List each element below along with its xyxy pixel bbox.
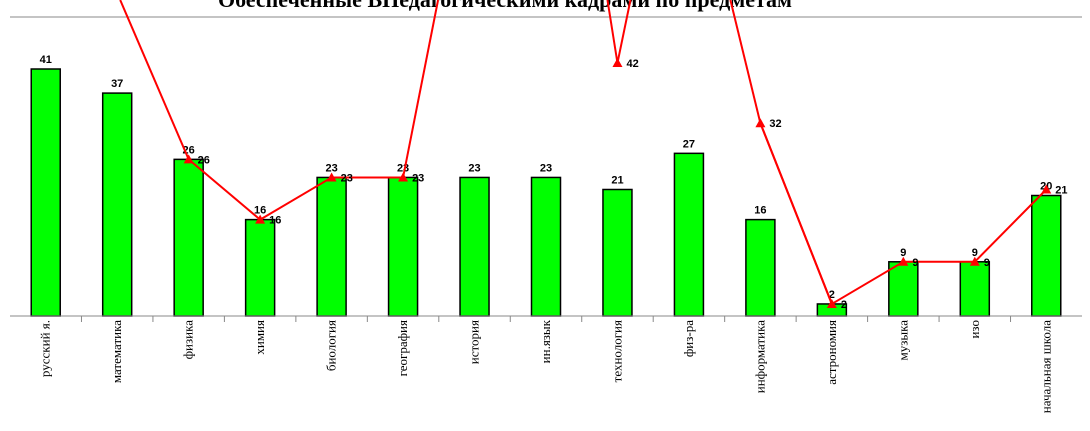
x-tick-label: химия xyxy=(252,320,267,355)
bar-value-label: 23 xyxy=(540,162,552,174)
bar-value-label: 16 xyxy=(254,205,266,217)
x-tick-label: начальная школа xyxy=(1038,320,1053,413)
bar xyxy=(1031,194,1062,317)
bar xyxy=(673,152,705,317)
line-segment xyxy=(259,176,333,221)
bar xyxy=(316,176,347,317)
bar xyxy=(459,176,490,317)
line-marker xyxy=(326,172,337,182)
chart-title: Обеспеченные ВПедагогическими кадрами по… xyxy=(218,0,792,12)
line-value-label: 32 xyxy=(769,118,781,130)
line-value-label: 2 xyxy=(841,299,847,311)
line-marker xyxy=(183,154,194,164)
line-marker xyxy=(398,172,409,182)
line-value-label: 9 xyxy=(912,257,918,269)
x-tick-labels: русский я. математика физика химия биология г… xyxy=(38,319,1054,413)
line-marker xyxy=(612,57,623,67)
line-segment xyxy=(188,158,261,221)
bar xyxy=(30,68,61,317)
line-marker xyxy=(969,256,980,266)
bar xyxy=(745,218,776,317)
line-value-label: 9 xyxy=(984,257,990,269)
line-segment xyxy=(616,0,632,64)
bar xyxy=(173,158,204,317)
x-tick-label: ин.язык xyxy=(538,319,553,363)
line-marker xyxy=(898,256,909,266)
x-tick-label: технология xyxy=(609,320,624,382)
bar-value-label: 37 xyxy=(111,78,123,90)
bar-value-label: 16 xyxy=(754,205,766,217)
bar-value-label: 23 xyxy=(468,162,480,174)
line-value-label: 21 xyxy=(1055,184,1067,196)
x-tick-label: музыка xyxy=(895,320,910,361)
x-tick-label: информатика xyxy=(752,320,767,393)
line-value-label: 23 xyxy=(412,172,424,184)
line-segment xyxy=(119,0,190,160)
line-marker xyxy=(255,214,266,224)
x-tick-label: математика xyxy=(109,320,124,383)
line-value-label: 16 xyxy=(269,215,281,227)
line-value-label: 42 xyxy=(626,58,638,70)
bar xyxy=(888,261,919,317)
line-segment xyxy=(606,0,619,64)
line-marker xyxy=(826,298,837,308)
line-marker xyxy=(1041,184,1052,194)
bar xyxy=(959,261,991,317)
x-tick-label: изо xyxy=(967,320,982,339)
bar-value-label: 23 xyxy=(325,162,337,174)
bar xyxy=(101,92,133,317)
line-value-label: 23 xyxy=(341,172,353,184)
line-segment xyxy=(831,260,904,305)
bar-value-label: 2 xyxy=(829,289,835,301)
x-tick-label: биология xyxy=(324,320,339,371)
x-tick-label: русский я. xyxy=(38,320,53,377)
bar-value-label: 41 xyxy=(40,54,52,66)
bar-value-label: 27 xyxy=(683,138,695,150)
x-tick-label: география xyxy=(395,320,410,376)
x-tick-label: история xyxy=(467,320,482,364)
x-tick-label: физика xyxy=(181,320,196,360)
x-tick-label: физ-ра xyxy=(681,320,696,357)
bars-layer: 413726162323232321271629920 xyxy=(30,54,1062,322)
bar xyxy=(602,188,633,317)
x-tick-label: астрономия xyxy=(824,320,839,385)
line-segment xyxy=(729,0,762,124)
line-value-label: 26 xyxy=(198,154,210,166)
bar xyxy=(530,176,562,317)
line-segment xyxy=(402,0,440,178)
bar-value-label: 21 xyxy=(611,174,623,186)
bar-value-label: 9 xyxy=(900,247,906,259)
line-segment xyxy=(974,188,1047,263)
bar xyxy=(244,218,276,317)
bar xyxy=(387,176,419,317)
line-marker xyxy=(755,118,766,128)
line-segment xyxy=(759,122,833,305)
bar-value-label: 9 xyxy=(972,247,978,259)
